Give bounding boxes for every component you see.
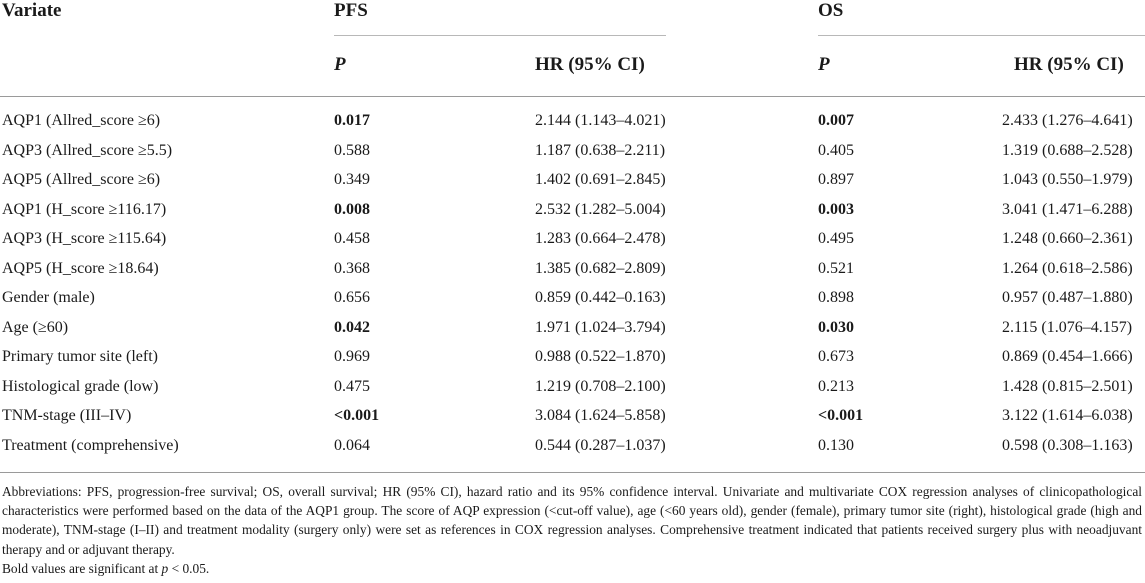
os-p-header: P xyxy=(818,54,830,75)
pfs-hr-cell: 1.187 (0.638–2.211) xyxy=(535,141,666,159)
os-p-cell: 0.007 xyxy=(818,112,854,129)
os-p-cell: 0.213 xyxy=(818,377,854,395)
os-hr-cell: 3.041 (1.471–6.288) xyxy=(1002,200,1133,218)
os-hr-cell: 2.433 (1.276–4.641) xyxy=(1002,112,1133,129)
table-row: Histological grade (low) 0.475 1.219 (0.70… xyxy=(0,377,1145,407)
pfs-p-cell: 0.656 xyxy=(334,289,370,306)
footer-divider xyxy=(0,472,1145,473)
pfs-p-cell: 0.368 xyxy=(334,259,370,277)
os-hr-header: HR (95% CI) xyxy=(1014,54,1124,75)
os-hr-cell: 1.248 (0.660–2.361) xyxy=(1002,230,1133,247)
pfs-hr-cell: 3.084 (1.624–5.858) xyxy=(535,407,666,424)
table-row: Gender (male) 0.656 0.859 (0.442–0.163) 0.8… xyxy=(0,288,1145,318)
variate-cell: AQP1 (H_score ≥116.17) xyxy=(2,200,167,218)
pfs-p-cell: 0.458 xyxy=(334,230,370,247)
table-row: AQP1 (H_score ≥116.17) 0.008 2.532 (1.282–… xyxy=(0,200,1145,230)
table-row: Age (≥60) 0.042 1.971 (1.024–3.794) 0.030 2.… xyxy=(0,318,1145,348)
variate-cell: TNM-stage (III–IV) xyxy=(2,407,132,424)
pfs-p-cell: 0.064 xyxy=(334,436,370,454)
table-row: AQP3 (Allred_score ≥5.5) 0.588 1.187 (0.63… xyxy=(0,141,1145,171)
header-divider xyxy=(0,96,1145,97)
table-header-row: Variate PFS OS xyxy=(0,0,1145,40)
os-p-cell: 0.521 xyxy=(818,259,854,277)
pfs-p-cell: 0.349 xyxy=(334,171,370,188)
os-p-cell: 0.130 xyxy=(818,436,854,454)
os-p-cell: 0.495 xyxy=(818,230,854,247)
table-row: AQP5 (H_score ≥18.64) 0.368 1.385 (0.682–2… xyxy=(0,259,1145,289)
table-row: TNM-stage (III–IV) <0.001 3.084 (1.624–5.8… xyxy=(0,406,1145,436)
variate-cell: AQP3 (H_score ≥115.64) xyxy=(2,230,167,247)
table-row: Treatment (comprehensive) 0.064 0.544 (0.2… xyxy=(0,436,1145,466)
pfs-group-rule xyxy=(334,35,666,36)
pfs-p-cell: <0.001 xyxy=(334,407,380,424)
os-hr-cell: 1.428 (0.815–2.501) xyxy=(1002,377,1133,395)
pfs-p-header: P xyxy=(334,54,346,75)
table-container: Variate PFS OS P HR (95% CI) P HR (95% C… xyxy=(0,0,1145,465)
pfs-hr-cell: 0.544 (0.287–1.037) xyxy=(535,436,666,454)
os-group-header: OS xyxy=(818,0,844,21)
pfs-p-cell: 0.475 xyxy=(334,377,370,395)
pfs-hr-cell: 0.988 (0.522–1.870) xyxy=(535,348,666,365)
table-row: Primary tumor site (left) 0.969 0.988 (0.5… xyxy=(0,347,1145,377)
pfs-p-cell: 0.017 xyxy=(334,112,370,129)
table-footnote: Abbreviations: PFS, progression-free sur… xyxy=(2,482,1142,578)
table-subheader-row: P HR (95% CI) P HR (95% CI) xyxy=(0,40,1145,96)
os-p-cell: 0.897 xyxy=(818,171,854,188)
os-hr-cell: 1.319 (0.688–2.528) xyxy=(1002,141,1133,159)
variate-cell: Histological grade (low) xyxy=(2,377,159,395)
variate-cell: Treatment (comprehensive) xyxy=(2,436,179,454)
os-p-cell: <0.001 xyxy=(818,407,864,424)
table-row: AQP1 (Allred_score ≥6) 0.017 2.144 (1.143–… xyxy=(0,111,1145,141)
pfs-hr-cell: 2.532 (1.282–5.004) xyxy=(535,200,666,218)
table-body: AQP1 (Allred_score ≥6) 0.017 2.144 (1.143–… xyxy=(0,97,1145,465)
pfs-p-cell: 0.588 xyxy=(334,141,370,159)
table-row: AQP5 (Allred_score ≥6) 0.349 1.402 (0.691–… xyxy=(0,170,1145,200)
variate-cell: AQP1 (Allred_score ≥6) xyxy=(2,112,161,129)
os-hr-cell: 0.869 (0.454–1.666) xyxy=(1002,348,1133,365)
pfs-p-cell: 0.969 xyxy=(334,348,370,365)
variate-cell: AQP3 (Allred_score ≥5.5) xyxy=(2,141,173,159)
pfs-hr-cell: 2.144 (1.143–4.021) xyxy=(535,112,666,129)
variate-cell: Age (≥60) xyxy=(2,318,69,336)
pfs-group-header: PFS xyxy=(334,0,368,21)
pfs-p-cell: 0.008 xyxy=(334,200,370,218)
pfs-hr-cell: 1.283 (0.664–2.478) xyxy=(535,230,666,247)
os-hr-cell: 0.957 (0.487–1.880) xyxy=(1002,289,1133,306)
os-hr-cell: 0.598 (0.308–1.163) xyxy=(1002,436,1133,454)
os-p-cell: 0.898 xyxy=(818,289,854,306)
os-hr-cell: 1.264 (0.618–2.586) xyxy=(1002,259,1133,277)
os-group-rule xyxy=(818,35,1145,36)
os-p-cell: 0.030 xyxy=(818,318,854,336)
os-p-cell: 0.405 xyxy=(818,141,854,159)
pfs-hr-cell: 1.219 (0.708–2.100) xyxy=(535,377,666,395)
variate-cell: Gender (male) xyxy=(2,289,95,306)
pfs-p-cell: 0.042 xyxy=(334,318,370,336)
variate-cell: AQP5 (H_score ≥18.64) xyxy=(2,259,159,277)
footnote-abbreviations: Abbreviations: PFS, progression-free sur… xyxy=(2,484,1142,557)
table-row: AQP3 (H_score ≥115.64) 0.458 1.283 (0.664–… xyxy=(0,229,1145,259)
footnote-significance: Bold values are significant at p < 0.05. xyxy=(2,560,210,576)
os-hr-cell: 1.043 (0.550–1.979) xyxy=(1002,171,1133,188)
pfs-hr-cell: 1.971 (1.024–3.794) xyxy=(535,318,666,336)
pfs-hr-cell: 1.385 (0.682–2.809) xyxy=(535,259,666,277)
pfs-hr-cell: 0.859 (0.442–0.163) xyxy=(535,289,666,306)
os-hr-cell: 2.115 (1.076–4.157) xyxy=(1002,318,1133,336)
os-p-cell: 0.003 xyxy=(818,200,854,218)
variate-header: Variate xyxy=(2,0,62,21)
pfs-hr-cell: 1.402 (0.691–2.845) xyxy=(535,171,666,188)
os-hr-cell: 3.122 (1.614–6.038) xyxy=(1002,407,1133,424)
variate-cell: Primary tumor site (left) xyxy=(2,348,158,365)
os-p-cell: 0.673 xyxy=(818,348,854,365)
pfs-hr-header: HR (95% CI) xyxy=(535,54,645,75)
variate-cell: AQP5 (Allred_score ≥6) xyxy=(2,171,161,188)
